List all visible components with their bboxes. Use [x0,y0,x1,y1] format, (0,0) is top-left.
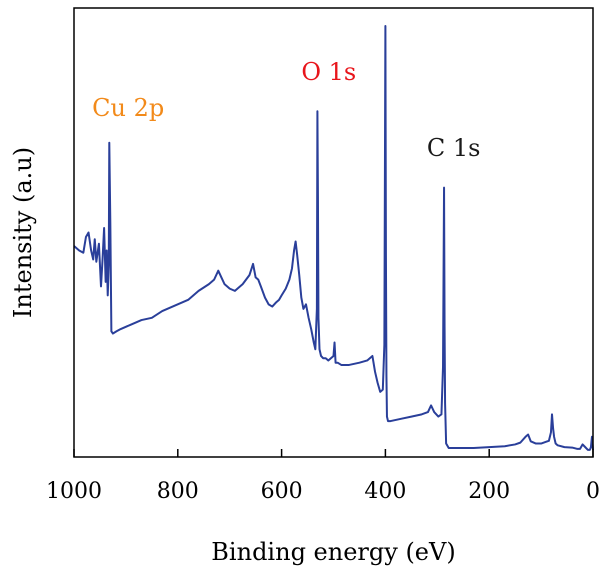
y-axis-title: Intensity (a.u) [9,147,37,318]
plot-area [73,24,594,451]
x-tick-label: 400 [364,479,406,504]
x-tick-label: 0 [586,479,600,504]
x-tick-label: 200 [468,479,510,504]
x-axis-ticks: 1000 800 600 400 200 0 [46,449,600,504]
plot-frame [73,7,594,458]
x-tick-label: 1000 [46,479,102,504]
peak-label: C 1s [427,134,481,162]
x-tick-label: 800 [157,479,199,504]
peak-annotations: Cu 2pO 1sN 1sC 1s [92,58,481,162]
peak-label: Cu 2p [92,94,164,122]
x-tick-label: 600 [261,479,303,504]
peak-label: O 1s [301,58,356,86]
x-axis-title: Binding energy (eV) [211,538,455,566]
spectrum-line [73,24,594,451]
